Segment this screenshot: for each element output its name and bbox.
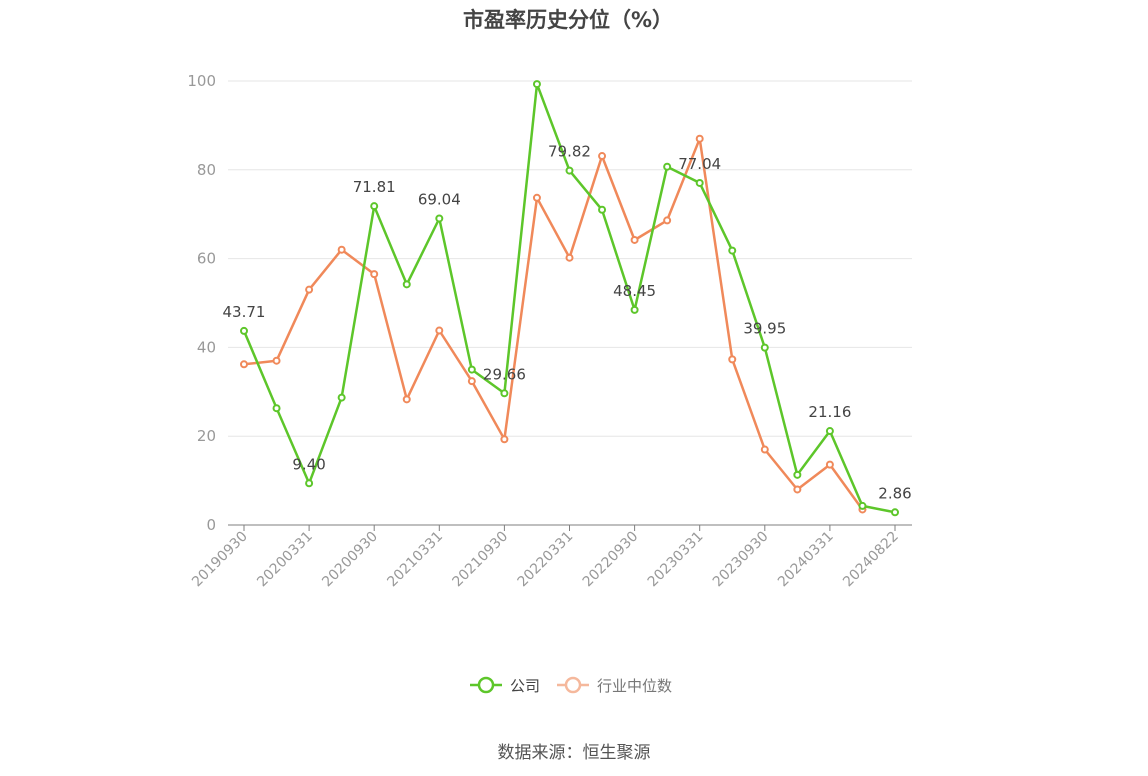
data-point [858, 501, 867, 510]
data-labels: 43.71 9.40 71.81 69.04 29.66 79.82 48.45 77.04 3… [223, 143, 912, 503]
data-point [500, 389, 509, 398]
data-point [793, 485, 802, 494]
x-tick-label: 20240822 [840, 529, 902, 591]
data-point [240, 360, 248, 369]
data-point [435, 326, 444, 335]
data-point [532, 193, 541, 202]
data-label: 77.04 [678, 155, 721, 173]
data-point [402, 395, 411, 404]
data-label: 79.82 [548, 143, 591, 161]
data-point [500, 435, 509, 444]
y-tick-label: 40 [197, 338, 216, 356]
data-point [402, 280, 411, 289]
data-point [793, 470, 802, 479]
x-tick-label: 20230930 [710, 529, 772, 591]
data-point [565, 166, 574, 175]
data-point [630, 235, 639, 244]
y-tick-label: 100 [187, 72, 216, 90]
data-point [337, 245, 346, 254]
x-tick-label: 20210930 [450, 529, 512, 591]
legend-marker [564, 676, 582, 694]
data-label: 69.04 [418, 190, 461, 208]
data-point [272, 404, 281, 413]
data-label: 39.95 [743, 320, 786, 338]
x-axis: 20190930 20200331 20200930 20210331 20210930… [189, 524, 912, 591]
data-point [565, 253, 574, 262]
data-point [370, 202, 379, 211]
data-label: 43.71 [223, 303, 266, 321]
legend: 公司 行业中位数 [470, 676, 672, 695]
data-point [435, 214, 444, 223]
data-point [891, 508, 899, 517]
data-label: 48.45 [613, 282, 656, 300]
data-point [728, 246, 737, 255]
data-label: 29.66 [483, 365, 526, 383]
data-point [532, 80, 541, 89]
data-label: 9.40 [292, 455, 325, 473]
data-label: 2.86 [878, 484, 911, 502]
legend-marker [477, 676, 495, 694]
y-tick-label: 80 [197, 161, 216, 179]
data-point [630, 305, 639, 314]
data-point [467, 377, 476, 386]
series-line [243, 137, 864, 511]
source-text: 数据来源：恒生聚源 [497, 743, 651, 763]
data-point [598, 205, 607, 214]
data-point [240, 326, 248, 335]
data-label: 21.16 [808, 403, 851, 421]
x-tick-label: 20200331 [254, 529, 316, 591]
data-point [825, 427, 834, 436]
x-tick-label: 20200930 [319, 529, 381, 591]
data-point [760, 343, 769, 352]
data-point [272, 356, 281, 365]
data-point [370, 270, 379, 279]
legend-label: 公司 [510, 677, 540, 695]
data-point [760, 445, 769, 454]
x-tick-label: 20210331 [384, 529, 446, 591]
x-tick-label: 20220930 [580, 529, 642, 591]
data-point [695, 134, 704, 143]
data-point [663, 216, 672, 225]
data-point [305, 285, 314, 294]
data-point [825, 460, 834, 469]
x-tick-label: 20230331 [645, 529, 707, 591]
data-point [695, 178, 704, 187]
y-axis-ticks: 0 20 40 60 80 100 [187, 72, 216, 534]
series-group [240, 80, 899, 517]
data-point [728, 355, 737, 364]
y-tick-label: 20 [197, 427, 216, 445]
data-point [337, 393, 346, 402]
x-tick-label: 20240331 [775, 529, 837, 591]
data-point [305, 479, 314, 488]
y-tick-label: 60 [197, 250, 216, 268]
data-point [663, 162, 672, 171]
legend-label: 行业中位数 [597, 677, 672, 695]
y-tick-label: 0 [206, 516, 216, 534]
data-point [467, 365, 476, 374]
x-tick-label: 20220331 [515, 529, 577, 591]
data-label: 71.81 [353, 178, 396, 196]
data-point [598, 152, 607, 161]
chart-title: 市盈率历史分位（%） [462, 8, 674, 32]
x-tick-label: 20190930 [189, 529, 251, 591]
